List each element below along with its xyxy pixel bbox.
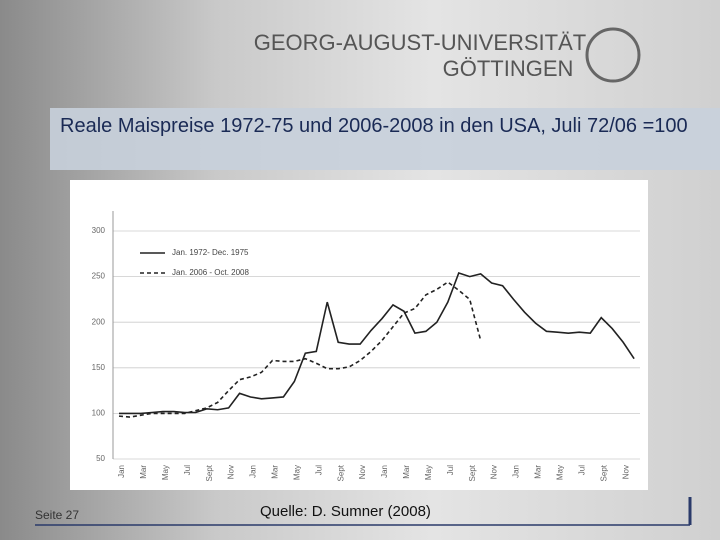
- x-tick-label: Jul: [314, 465, 323, 475]
- y-tick-label: 100: [92, 409, 106, 418]
- x-tick-label: Jan: [249, 465, 258, 478]
- series-line: [119, 271, 635, 415]
- x-tick-label: May: [424, 465, 433, 480]
- x-tick-label: Nov: [358, 465, 367, 479]
- logo: [585, 27, 641, 83]
- x-tick-label: Jan: [380, 465, 389, 478]
- title-box: [50, 108, 720, 170]
- source: Quelle: D. Sumner (2008): [260, 503, 431, 520]
- x-tick-label: Jul: [183, 465, 192, 475]
- title-wrap: Reale Maispreise 1972-75 und 2006-2008 i…: [60, 115, 688, 137]
- y-tick-label: 250: [92, 272, 106, 281]
- x-tick-label: Mar: [139, 465, 148, 479]
- x-tick-label: Nov: [621, 465, 630, 479]
- x-tick-label: Jul: [446, 465, 455, 475]
- x-tick-label: Nov: [490, 465, 499, 479]
- x-tick-label: Mar: [534, 465, 543, 479]
- legend-label: Jan. 2006 - Oct. 2008: [172, 268, 249, 277]
- x-tick-label: Sept: [205, 464, 214, 481]
- series-line: [118, 281, 482, 418]
- x-tick-label: May: [161, 465, 170, 480]
- x-tick-label: Nov: [227, 465, 236, 479]
- university-name: GEORG-AUGUST-UNIVERSITÄT: [254, 30, 586, 55]
- chart-panel: [70, 180, 648, 490]
- page-number: Seite 27: [35, 508, 79, 522]
- x-tick-label: Sept: [468, 464, 477, 481]
- x-tick-label: Mar: [271, 465, 280, 479]
- x-tick-label: Jul: [577, 465, 586, 475]
- x-tick-label: Jan: [117, 465, 126, 478]
- y-tick-label: 300: [92, 226, 106, 235]
- y-tick-label: 50: [96, 454, 105, 463]
- x-tick-label: May: [292, 465, 301, 480]
- x-tick-label: Mar: [402, 465, 411, 479]
- x-tick-label: May: [556, 465, 565, 480]
- x-tick-label: Sept: [599, 464, 608, 481]
- x-tick-label: Sept: [336, 464, 345, 481]
- city-name: GÖTTINGEN: [443, 56, 574, 81]
- y-tick-label: 150: [92, 363, 106, 372]
- legend-label: Jan. 1972- Dec. 1975: [172, 248, 249, 257]
- slide-title: Reale Maispreise 1972-75 und 2006-2008 i…: [60, 115, 688, 137]
- y-tick-label: 200: [92, 317, 106, 326]
- x-tick-label: Jan: [512, 465, 521, 478]
